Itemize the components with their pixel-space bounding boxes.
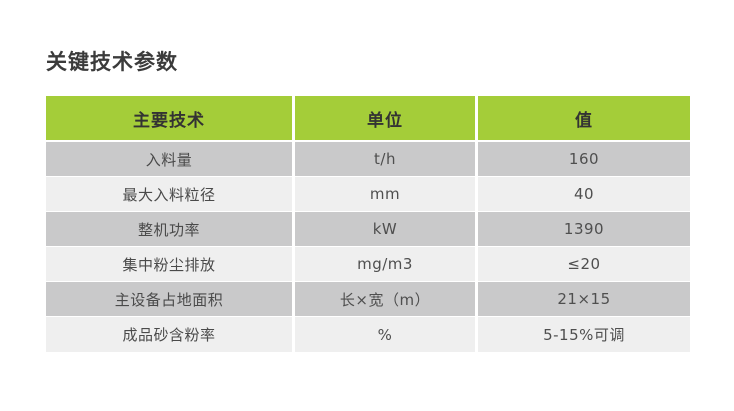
column-header-technology: 主要技术 [46,96,295,142]
cell-technology: 最大入料粒径 [46,177,295,212]
table-row: 集中粉尘排放 mg/m3 ≤20 [46,247,690,282]
table-body: 入料量 t/h 160 最大入料粒径 mm 40 整机功率 kW 1390 集中粉尘排放 mg/m3… [46,142,690,352]
cell-technology: 成品砂含粉率 [46,317,295,352]
cell-value: 21×15 [478,282,690,317]
cell-technology: 集中粉尘排放 [46,247,295,282]
table-row: 最大入料粒径 mm 40 [46,177,690,212]
table-row: 入料量 t/h 160 [46,142,690,177]
cell-technology: 主设备占地面积 [46,282,295,317]
cell-value: 160 [478,142,690,177]
cell-unit: mg/m3 [295,247,478,282]
cell-technology: 整机功率 [46,212,295,247]
cell-unit: mm [295,177,478,212]
table-header: 主要技术 单位 值 [46,96,690,142]
column-header-value: 值 [478,96,690,142]
cell-value: 40 [478,177,690,212]
cell-value: 1390 [478,212,690,247]
table-row: 主设备占地面积 长×宽（m） 21×15 [46,282,690,317]
cell-unit: 长×宽（m） [295,282,478,317]
page-title: 关键技术参数 [46,50,178,74]
key-technical-parameters-table: 主要技术 单位 值 入料量 t/h 160 最大入料粒径 mm 40 整机功率 kW 1390 集… [46,96,690,352]
cell-unit: t/h [295,142,478,177]
table-row: 成品砂含粉率% 5-15%可调 [46,317,690,352]
table-row: 整机功率 kW 1390 [46,212,690,247]
column-header-unit: 单位 [295,96,478,142]
cell-unit: kW [295,212,478,247]
cell-unit: % [295,317,478,352]
cell-value: ≤20 [478,247,690,282]
cell-technology: 入料量 [46,142,295,177]
table-header-row: 主要技术 单位 值 [46,96,690,142]
cell-value: 5-15%可调 [478,317,690,352]
